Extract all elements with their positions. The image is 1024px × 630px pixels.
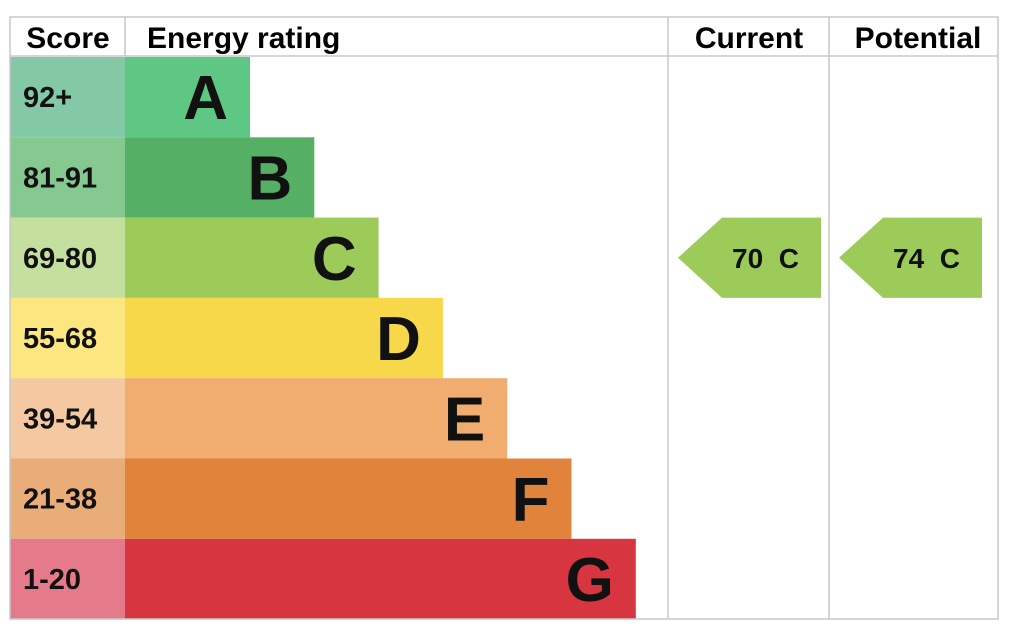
rating-bar-g (125, 538, 636, 620)
rating-bar-e (125, 378, 508, 459)
current-arrow (678, 217, 821, 298)
rating-bar-a (125, 57, 250, 138)
potential-rating-label: 74 C (893, 243, 960, 274)
rating-letter-c: C (312, 225, 357, 294)
rating-bar-c (125, 217, 379, 298)
score-label-f: 21-38 (23, 484, 97, 516)
potential-arrow (839, 217, 982, 298)
score-cell-d (10, 297, 125, 379)
current-header: Current (695, 22, 803, 55)
rating-letter-b: B (248, 144, 293, 213)
rating-letter-e: E (444, 385, 485, 454)
chart-border (9, 16, 999, 620)
score-label-a: 92+ (23, 82, 72, 114)
score-cell-f (10, 458, 125, 539)
rating-letter-g: G (566, 546, 614, 615)
score-label-b: 81-91 (23, 162, 97, 194)
score-cell-c (10, 217, 125, 298)
rating-bar-f (125, 458, 572, 539)
rating-letter-f: F (512, 466, 550, 535)
score-cell-e (10, 378, 125, 459)
score-label-g: 1-20 (23, 564, 81, 596)
score-label-c: 69-80 (23, 243, 97, 275)
score-cell-b (10, 137, 125, 218)
potential-header: Potential (855, 22, 982, 55)
energy-rating-header: Energy rating (147, 22, 340, 55)
score-cell-g (10, 538, 125, 620)
rating-bar-b (125, 137, 315, 218)
rating-letter-d: D (376, 305, 421, 374)
rating-letter-a: A (183, 64, 228, 133)
score-label-d: 55-68 (23, 323, 97, 355)
rating-bar-d (125, 297, 443, 379)
score-cell-a (10, 57, 125, 138)
score-label-e: 39-54 (23, 403, 97, 435)
score-header: Score (26, 22, 109, 55)
current-rating-label: 70 C (732, 243, 799, 274)
